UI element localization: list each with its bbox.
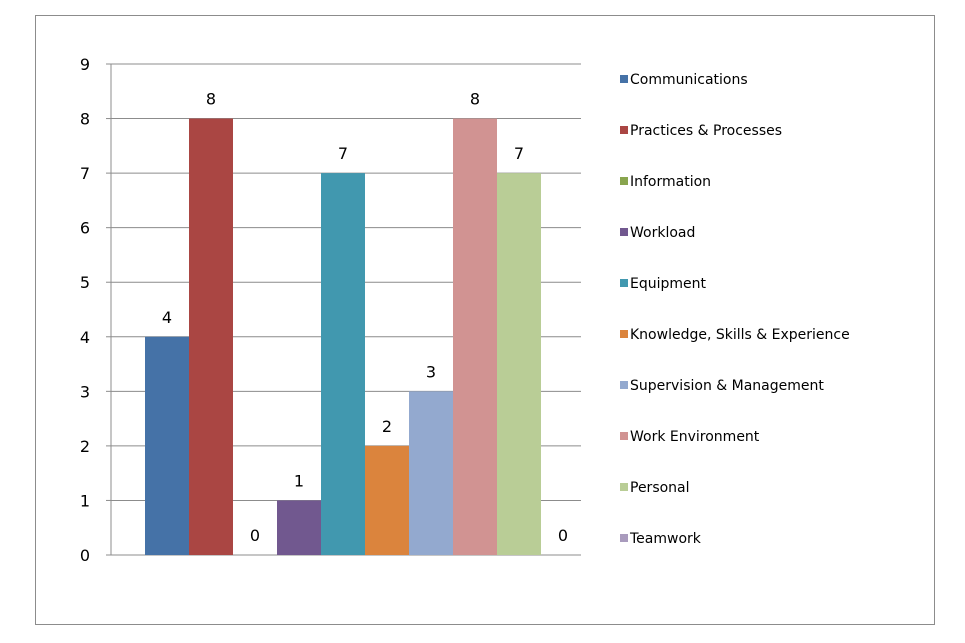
legend-swatch: [620, 534, 628, 542]
y-tick-label: 5: [80, 273, 90, 292]
legend-swatch: [620, 75, 628, 83]
legend-label: Workload: [630, 225, 695, 241]
y-tick-label: 1: [80, 491, 90, 510]
data-label: 7: [338, 144, 348, 163]
legend-swatch: [620, 381, 628, 389]
legend-label: Information: [630, 174, 711, 190]
y-tick-label: 3: [80, 382, 90, 401]
y-tick-label: 0: [80, 546, 90, 565]
data-label: 7: [514, 144, 524, 163]
y-tick-label: 4: [80, 328, 90, 347]
chart-frame: 0 1 2 3 4 5 6 7 8 9 4 8 0 1 7 2 3 8 7 0 Communications Prac…: [35, 15, 935, 625]
legend-swatch: [620, 228, 628, 236]
legend-swatch: [620, 432, 628, 440]
legend-label: Practices & Processes: [630, 123, 782, 139]
bar: [497, 173, 541, 555]
bar: [321, 173, 365, 555]
data-label: 0: [250, 526, 260, 545]
y-tick-label: 8: [80, 110, 90, 129]
bars: [145, 118, 541, 556]
data-label: 8: [206, 90, 216, 109]
y-tick-label: 7: [80, 164, 90, 183]
legend-label: Knowledge, Skills & Experience: [630, 327, 850, 343]
legend-swatch: [620, 483, 628, 491]
legend-label: Personal: [630, 480, 690, 496]
y-tick-label: 9: [80, 55, 90, 74]
bar: [409, 391, 453, 555]
bar: [189, 118, 233, 556]
legend-label: Work Environment: [630, 429, 760, 445]
data-labels: 4 8 0 1 7 2 3 8 7 0: [162, 90, 568, 545]
legend: Communications Practices & Processes Infor…: [620, 72, 850, 547]
legend-label: Teamwork: [629, 531, 702, 547]
data-label: 4: [162, 308, 172, 327]
y-tick-label: 6: [80, 219, 90, 238]
legend-label: Equipment: [630, 276, 707, 292]
data-label: 8: [470, 90, 480, 109]
y-tick-label: 2: [80, 437, 90, 456]
data-label: 1: [294, 471, 304, 490]
legend-swatch: [620, 330, 628, 338]
legend-swatch: [620, 177, 628, 185]
legend-label: Supervision & Management: [630, 378, 824, 394]
bar-chart: 0 1 2 3 4 5 6 7 8 9 4 8 0 1 7 2 3 8 7 0 Communications Prac…: [80, 55, 850, 565]
bar: [365, 445, 409, 555]
legend-swatch: [620, 279, 628, 287]
data-label: 2: [382, 417, 392, 436]
legend-label: Communications: [630, 72, 748, 88]
bar: [277, 500, 321, 555]
bar: [453, 118, 497, 556]
data-label: 0: [558, 526, 568, 545]
legend-swatch: [620, 126, 628, 134]
data-label: 3: [426, 362, 436, 381]
bar: [145, 336, 189, 555]
